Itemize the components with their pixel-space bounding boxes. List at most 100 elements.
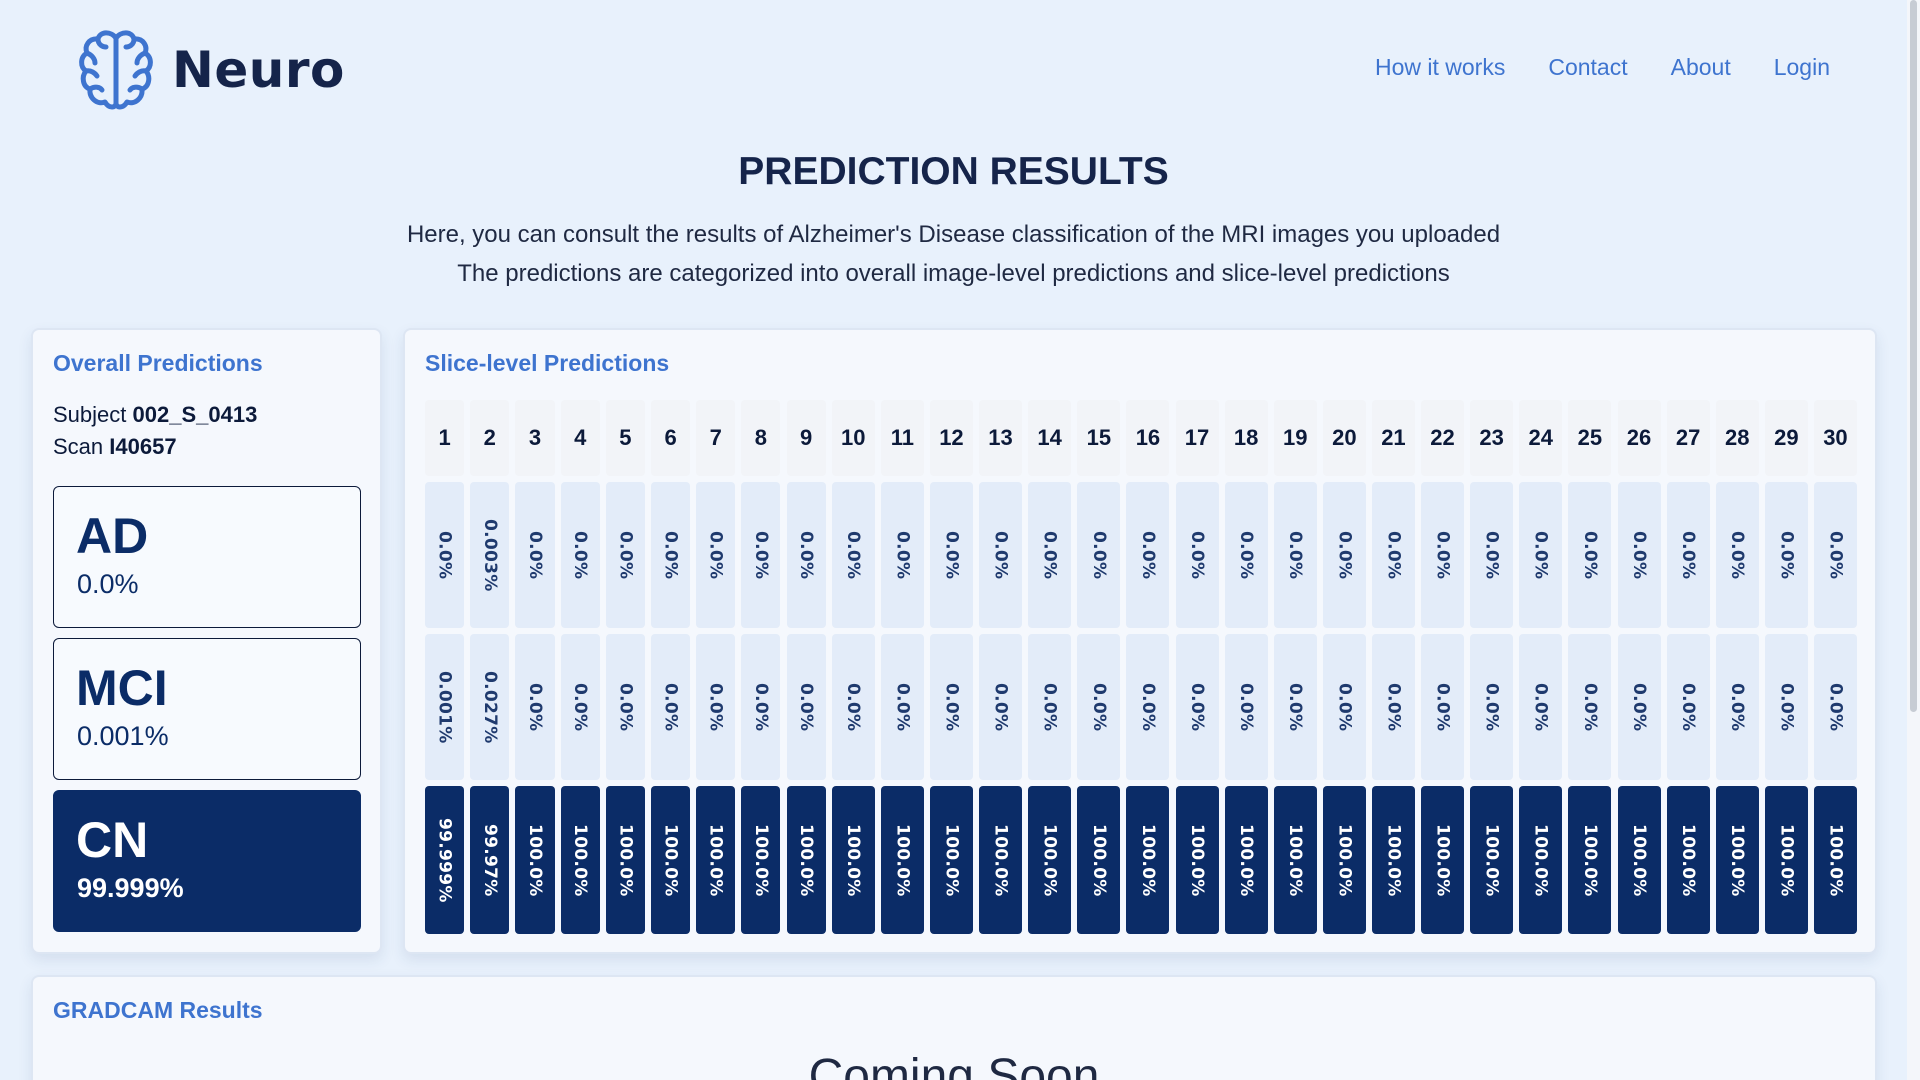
slice-number: 18 bbox=[1224, 400, 1268, 476]
slice-cn-value: 100.0% bbox=[570, 823, 591, 897]
slice-ad-cell: 0.0% bbox=[1126, 482, 1170, 628]
gradcam-heading: GRADCAM Results bbox=[53, 997, 263, 1023]
brand-logo[interactable]: Neuro bbox=[78, 28, 345, 112]
slice-ad-value: 0.0% bbox=[990, 530, 1011, 580]
slice-mci-cell: 0.0% bbox=[1224, 634, 1268, 780]
slice-cn-value: 100.0% bbox=[1776, 823, 1797, 897]
nav-how-it-works[interactable]: How it works bbox=[1374, 54, 1506, 80]
slice-ad-value: 0.0% bbox=[1187, 530, 1208, 580]
slice-number: 17 bbox=[1184, 425, 1210, 450]
prediction-label: MCI bbox=[76, 660, 168, 716]
slice-number: 26 bbox=[1617, 400, 1661, 476]
slice-mci-value: 0.0% bbox=[892, 682, 913, 732]
slice-number: 26 bbox=[1626, 425, 1652, 450]
slice-ad-value: 0.0% bbox=[660, 530, 681, 580]
slice-column: 30 0.0% 0.0% 100.0% bbox=[1813, 400, 1857, 934]
nav-about[interactable]: About bbox=[1670, 54, 1731, 80]
nav-login[interactable]: Login bbox=[1773, 54, 1830, 80]
slice-ad-cell: 0.0% bbox=[1175, 482, 1219, 628]
slice-ad-cell: 0.0% bbox=[1077, 482, 1121, 628]
slice-cn-cell: 100.0% bbox=[1126, 786, 1170, 934]
slice-cn-cell: 100.0% bbox=[651, 786, 691, 934]
slice-cn-cell: 99.97% bbox=[470, 786, 510, 934]
slice-cn-cell: 100.0% bbox=[1568, 786, 1612, 934]
slice-number: 16 bbox=[1126, 400, 1170, 476]
slice-mci-value: 0.0% bbox=[524, 682, 545, 732]
slice-mci-cell: 0.0% bbox=[1568, 634, 1612, 780]
slice-mci-cell: 0.0% bbox=[979, 634, 1023, 780]
slice-ad-cell: 0.0% bbox=[1028, 482, 1072, 628]
slice-column: 2 0.003% 0.027% 99.97% bbox=[470, 400, 510, 934]
slice-cn-cell: 100.0% bbox=[1470, 786, 1514, 934]
nav-contact[interactable]: Contact bbox=[1548, 54, 1628, 80]
slice-cn-cell: 100.0% bbox=[1764, 786, 1808, 934]
prediction-value: 99.999% bbox=[77, 873, 184, 903]
slice-cn-cell: 100.0% bbox=[1715, 786, 1759, 934]
slice-ad-cell: 0.0% bbox=[605, 482, 645, 628]
slice-ad-cell: 0.0% bbox=[929, 482, 973, 628]
slice-ad-value: 0.0% bbox=[1383, 530, 1404, 580]
slice-cn-cell: 100.0% bbox=[696, 786, 736, 934]
slice-ad-value: 0.0% bbox=[750, 530, 771, 580]
slice-cn-value: 100.0% bbox=[1579, 823, 1600, 897]
slice-number: 10 bbox=[831, 400, 875, 476]
slice-number: 29 bbox=[1764, 400, 1808, 476]
slice-ad-cell: 0.0% bbox=[425, 482, 465, 628]
slice-column: 10 0.0% 0.0% 100.0% bbox=[831, 400, 875, 934]
prediction-value: 0.001% bbox=[77, 721, 169, 751]
slice-mci-cell: 0.0% bbox=[1617, 634, 1661, 780]
slice-number: 23 bbox=[1470, 400, 1514, 476]
slice-mci-value: 0.0% bbox=[1678, 682, 1699, 732]
slice-column: 21 0.0% 0.0% 100.0% bbox=[1371, 400, 1415, 934]
slice-cn-cell: 100.0% bbox=[831, 786, 875, 934]
slice-mci-cell: 0.0% bbox=[1666, 634, 1710, 780]
slice-cn-cell: 100.0% bbox=[1371, 786, 1415, 934]
slice-ad-cell: 0.0% bbox=[515, 482, 555, 628]
slice-cn-value: 100.0% bbox=[705, 823, 726, 897]
slice-ad-cell: 0.0% bbox=[1224, 482, 1268, 628]
slice-cn-value: 100.0% bbox=[990, 823, 1011, 897]
scrollbar[interactable] bbox=[1907, 0, 1920, 1080]
slice-column: 20 0.0% 0.0% 100.0% bbox=[1322, 400, 1366, 934]
slice-ad-value: 0.0% bbox=[524, 530, 545, 580]
slice-cn-cell: 100.0% bbox=[1421, 786, 1465, 934]
slice-mci-cell: 0.0% bbox=[1028, 634, 1072, 780]
slice-number: 28 bbox=[1715, 400, 1759, 476]
slice-number: 29 bbox=[1774, 425, 1799, 450]
slice-column: 1 0.0% 0.001% 99.999% bbox=[425, 400, 465, 934]
scan-value: I40657 bbox=[109, 434, 177, 459]
slice-number: 21 bbox=[1381, 425, 1406, 450]
slice-column: 6 0.0% 0.0% 100.0% bbox=[651, 400, 691, 934]
slice-number: 30 bbox=[1823, 425, 1848, 450]
slice-mci-cell: 0.0% bbox=[560, 634, 600, 780]
slice-number: 1 bbox=[425, 400, 465, 476]
slice-mci-value: 0.0% bbox=[1039, 682, 1060, 732]
slice-mci-value: 0.0% bbox=[1187, 682, 1208, 732]
slice-ad-value: 0.0% bbox=[1285, 530, 1306, 580]
scrollbar-thumb[interactable] bbox=[1910, 0, 1917, 712]
slice-ad-value: 0.0% bbox=[1334, 530, 1355, 580]
slice-cn-value: 100.0% bbox=[1383, 823, 1404, 897]
slice-mci-value: 0.0% bbox=[570, 682, 591, 732]
slice-column: 7 0.0% 0.0% 100.0% bbox=[696, 400, 736, 934]
slice-predictions-grid: 1 0.0% 0.001% 99.999% 2 0.003% 0.027% 99.97% 3 0.… bbox=[425, 400, 1857, 934]
slice-cn-cell: 100.0% bbox=[560, 786, 600, 934]
slice-number: 1 bbox=[438, 425, 451, 450]
slice-column: 23 0.0% 0.0% 100.0% bbox=[1470, 400, 1514, 934]
overall-predictions-card: Overall Predictions Subject 002_S_0413 S… bbox=[31, 328, 382, 954]
slice-ad-value: 0.0% bbox=[570, 530, 591, 580]
slice-number: 21 bbox=[1371, 400, 1415, 476]
slice-cn-value: 100.0% bbox=[1236, 823, 1257, 897]
slice-ad-value: 0.0% bbox=[1137, 530, 1158, 580]
slice-ad-cell: 0.0% bbox=[1322, 482, 1366, 628]
slice-number: 10 bbox=[840, 425, 866, 450]
slice-mci-value: 0.0% bbox=[1727, 682, 1748, 732]
slice-number: 30 bbox=[1813, 400, 1857, 476]
prediction-box-cn: CN 99.999% bbox=[53, 790, 361, 932]
gradcam-card: GRADCAM Results Coming Soon bbox=[31, 975, 1877, 1080]
slice-cn-cell: 100.0% bbox=[1028, 786, 1072, 934]
slice-mci-cell: 0.0% bbox=[1175, 634, 1219, 780]
slice-ad-cell: 0.003% bbox=[470, 482, 510, 628]
slice-ad-value: 0.0% bbox=[796, 530, 817, 580]
slice-ad-value: 0.0% bbox=[1678, 530, 1699, 580]
